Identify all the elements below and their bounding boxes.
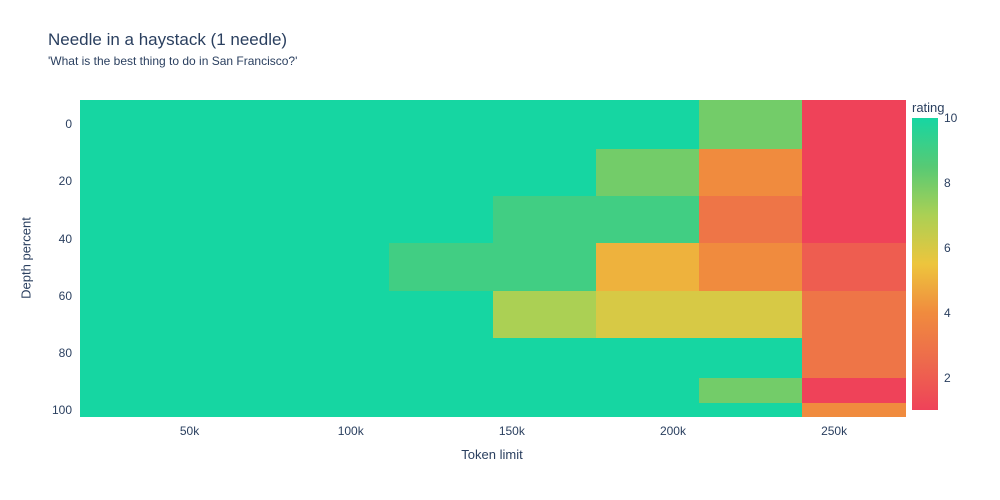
heatmap-cell[interactable] <box>492 402 597 418</box>
heatmap-cell[interactable] <box>698 378 803 404</box>
heatmap-cell[interactable] <box>801 148 906 197</box>
heatmap-cell[interactable] <box>595 402 700 418</box>
y-tick-label: 20 <box>58 174 72 189</box>
heatmap-cell[interactable] <box>286 195 390 244</box>
heatmap-cell[interactable] <box>595 242 700 292</box>
y-tick-label: 80 <box>58 345 72 360</box>
heatmap-cell[interactable] <box>698 242 803 292</box>
chart-title: Needle in a haystack (1 needle) <box>48 30 288 49</box>
heatmap-cell[interactable] <box>183 378 287 404</box>
heatmap-cell[interactable] <box>389 242 493 292</box>
x-tick-label: 200k <box>659 424 686 438</box>
heatmap-cell[interactable] <box>595 338 700 379</box>
colorbar-tick-label: 8 <box>944 175 951 190</box>
chart-subtitle: 'What is the best thing to do in San Fra… <box>48 54 298 68</box>
heatmap-cell[interactable] <box>492 100 597 150</box>
heatmap-cell[interactable] <box>389 338 493 379</box>
heatmap-cell[interactable] <box>801 242 906 292</box>
colorbar-tick-label: 6 <box>944 240 951 255</box>
heatmap-cell[interactable] <box>492 195 597 244</box>
x-tick-label: 50k <box>179 424 200 438</box>
heatmap-cell[interactable] <box>492 378 597 404</box>
heatmap-cell[interactable] <box>698 402 803 418</box>
y-tick-label: 60 <box>58 288 72 303</box>
heatmap-cell[interactable] <box>389 402 493 418</box>
heatmap-cell[interactable] <box>183 195 287 244</box>
heatmap-cell[interactable] <box>389 195 493 244</box>
heatmap-cell[interactable] <box>183 148 287 197</box>
heatmap-cell[interactable] <box>698 291 803 339</box>
x-axis-label: Token limit <box>461 447 523 462</box>
colorbar-tick-label: 2 <box>944 370 951 385</box>
heatmap-cell[interactable] <box>286 291 390 339</box>
heatmap-cell[interactable] <box>698 100 803 150</box>
heatmap-cell[interactable] <box>389 378 493 404</box>
heatmap-cell[interactable] <box>492 291 597 339</box>
heatmap-cell[interactable] <box>698 195 803 244</box>
colorbar-title: rating <box>912 100 945 115</box>
heatmap-cell[interactable] <box>80 195 184 244</box>
heatmap-cell[interactable] <box>286 148 390 197</box>
colorbar-gradient <box>912 118 938 410</box>
heatmap-cell[interactable] <box>183 242 287 292</box>
heatmap-cell[interactable] <box>801 378 906 404</box>
heatmap-cell[interactable] <box>595 291 700 339</box>
heatmap-cell[interactable] <box>80 242 184 292</box>
heatmap-cell[interactable] <box>286 338 390 379</box>
heatmap-cell[interactable] <box>389 148 493 197</box>
heatmap-cell[interactable] <box>389 291 493 339</box>
heatmap-cell[interactable] <box>492 338 597 379</box>
heatmap-cell[interactable] <box>80 338 184 379</box>
y-tick-label: 0 <box>65 117 72 132</box>
heatmap-cell[interactable] <box>80 148 184 197</box>
heatmap-cell[interactable] <box>801 338 906 379</box>
y-axis-label: Depth percent <box>18 217 34 299</box>
x-tick-label: 250k <box>821 424 848 438</box>
y-tick-label: 40 <box>58 231 72 246</box>
colorbar-tick-label: 10 <box>944 111 958 125</box>
heatmap-cell[interactable] <box>286 378 390 404</box>
heatmap-cell[interactable] <box>698 148 803 197</box>
heatmap-cell[interactable] <box>183 291 287 339</box>
x-tick-label: 150k <box>498 424 525 438</box>
heatmap-cell[interactable] <box>80 402 184 418</box>
colorbar-tick-label: 4 <box>944 305 951 320</box>
heatmap-cell[interactable] <box>183 100 287 150</box>
heatmap-cell[interactable] <box>80 100 184 150</box>
heatmap-cell[interactable] <box>801 291 906 339</box>
heatmap-cell[interactable] <box>595 148 700 197</box>
heatmap-plot[interactable] <box>80 100 906 418</box>
x-tick-label: 100k <box>337 424 364 438</box>
heatmap-cell[interactable] <box>698 338 803 379</box>
heatmap-cell[interactable] <box>183 338 287 379</box>
heatmap-cell[interactable] <box>80 291 184 339</box>
heatmap-cell[interactable] <box>801 195 906 244</box>
heatmap-cell[interactable] <box>595 100 700 150</box>
heatmap-cell[interactable] <box>183 402 287 418</box>
y-tick-label: 100 <box>51 402 72 417</box>
heatmap-cell[interactable] <box>389 100 493 150</box>
heatmap-cell[interactable] <box>595 195 700 244</box>
heatmap-cell[interactable] <box>286 242 390 292</box>
heatmap-cell[interactable] <box>286 402 390 418</box>
heatmap-cell[interactable] <box>286 100 390 150</box>
heatmap-cell[interactable] <box>492 242 597 292</box>
heatmap-cell[interactable] <box>801 402 906 418</box>
heatmap-cell[interactable] <box>801 100 906 150</box>
heatmap-cell[interactable] <box>492 148 597 197</box>
heatmap-cell[interactable] <box>595 378 700 404</box>
heatmap-cell[interactable] <box>80 378 184 404</box>
